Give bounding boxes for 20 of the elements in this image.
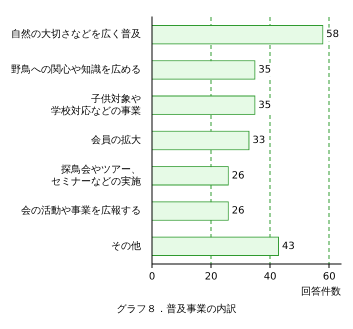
data-label: 26	[232, 206, 245, 217]
x-axis-title: 回答件数	[301, 286, 341, 298]
x-tick-label: 60	[322, 272, 336, 283]
x-tick-label: 40	[264, 272, 276, 283]
data-label: 35	[258, 64, 272, 76]
data-label: 33	[252, 135, 266, 146]
y-tick-label: 会の活動や事業を広報する	[21, 204, 141, 217]
y-tick-label: 会員の拡大	[91, 134, 141, 146]
y-tick-label: 探鳥会やツアー、セミナーなどの実施	[51, 163, 141, 188]
y-tick-label: 野鳥への関心や知識を広める	[11, 64, 141, 76]
data-label: 26	[232, 170, 245, 182]
y-tick-label: 自然の大切さなどを広く普及	[11, 28, 141, 40]
data-label: 35	[258, 100, 272, 111]
data-label: 43	[282, 240, 295, 252]
text: グラフ８．普及事業の内訳	[116, 302, 238, 316]
x-tick-label: 0	[148, 272, 156, 283]
y-tick-label: その他	[111, 240, 141, 252]
data-label: 58	[326, 29, 340, 40]
x-tick-label: 20	[204, 272, 218, 283]
y-tick-label: 子供対象や学校対応などの事業	[51, 92, 141, 117]
